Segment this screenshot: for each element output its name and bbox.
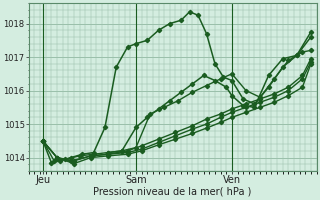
X-axis label: Pression niveau de la mer( hPa ): Pression niveau de la mer( hPa ) [93, 187, 252, 197]
